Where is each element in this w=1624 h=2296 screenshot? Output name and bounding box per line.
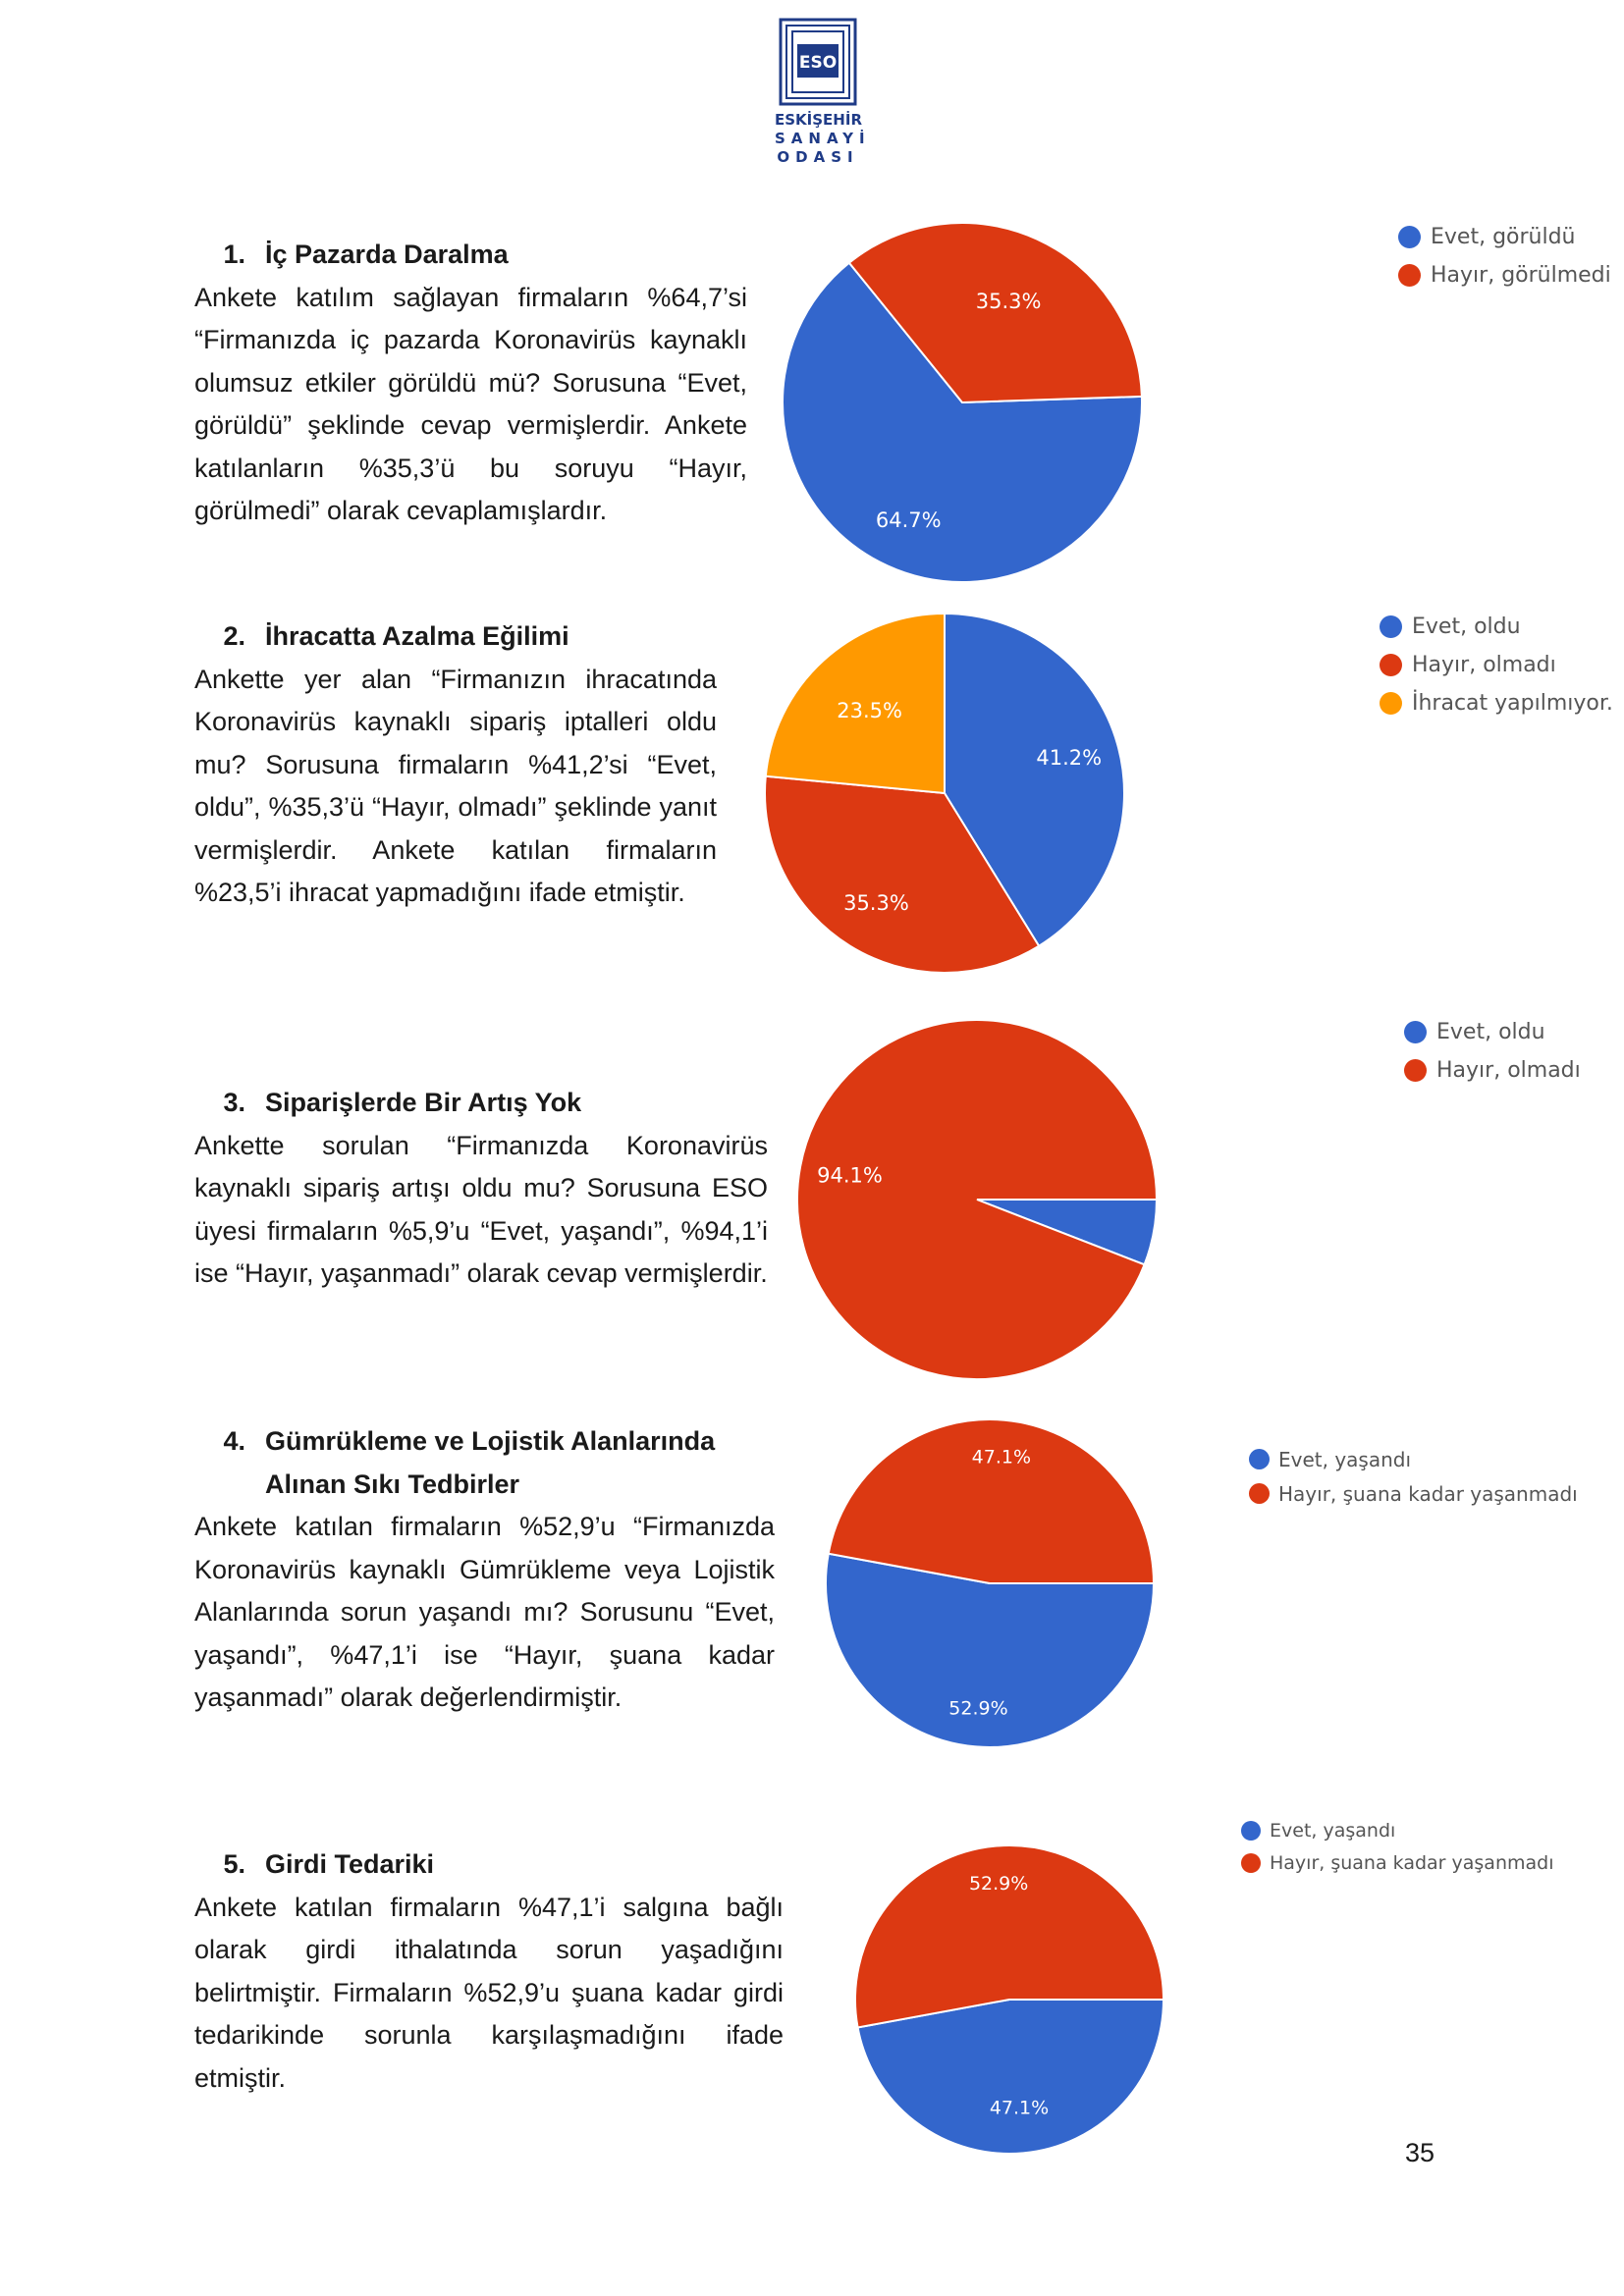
legend-ic-pazar: Evet, görüldü Hayır, görülmedi	[1398, 218, 1611, 294]
legend-siparis-artisi: Evet, oldu Hayır, olmadı	[1404, 1013, 1581, 1090]
legend-gumrukleme: Evet, yaşandı Hayır, şuana kadar yaşanmad…	[1249, 1442, 1578, 1511]
section-2-heading: 2. İhracatta Azalma Eğilimi	[194, 615, 717, 659]
pie-chart-ic-pazar: 64.7% 35.3%	[782, 222, 1143, 583]
section-1: 1. İç Pazarda Daralma Ankete katılım sağ…	[194, 234, 747, 533]
legend-swatch	[1241, 1820, 1261, 1841]
legend-item-2: Hayır, olmadı	[1404, 1051, 1581, 1090]
section-4-number: 4.	[223, 1426, 245, 1456]
pie-chart-siparis-artisi: 94.1%	[796, 1019, 1159, 1380]
legend-item-2: Hayır, olmadı	[1380, 646, 1613, 684]
eso-logo: ESO ESKİŞEHİR SANAYİ ODASI	[775, 18, 871, 167]
legend-girdi-tedariki: Evet, yaşandı Hayır, şuana kadar yaşanmad…	[1241, 1814, 1553, 1879]
section-3-title: Siparişlerde Bir Artış Yok	[265, 1088, 582, 1117]
pie-slice-2	[764, 774, 1041, 974]
pie-slice-label-2: 47.1%	[972, 1446, 1031, 1468]
legend-label: Evet, görüldü	[1431, 225, 1576, 249]
section-3-body: Ankette sorulan “Firmanızda Koronavirüs …	[194, 1130, 768, 1289]
legend-ihracat: Evet, oldu Hayır, olmadı İhracat yapılmıyo…	[1380, 608, 1613, 722]
pie-slice-2	[827, 1418, 1156, 1584]
section-3-number: 3.	[223, 1088, 245, 1117]
pie-slice-label-1: 41.2%	[1036, 746, 1102, 770]
legend-swatch	[1380, 692, 1402, 715]
pie-slice-1	[782, 261, 1143, 583]
legend-label: Hayır, görülmedi	[1431, 263, 1611, 288]
logo-abbr: ESO	[799, 53, 837, 73]
section-5-body: Ankete katılan firmaların %47,1’i salgın…	[194, 1892, 784, 2093]
pie-slice-2	[847, 222, 1143, 404]
legend-item-1: Evet, yaşandı	[1241, 1814, 1553, 1846]
legend-label: İhracat yapılmıyor.	[1412, 691, 1613, 716]
pie-slice-2	[854, 1844, 1165, 2029]
section-1-title: İç Pazarda Daralma	[265, 240, 509, 269]
pie-slice-label-2: 52.9%	[969, 1873, 1028, 1895]
legend-item-2: Hayır, şuana kadar yaşanmadı	[1249, 1476, 1578, 1511]
legend-item-1: Evet, oldu	[1380, 608, 1613, 646]
pie-chart-ihracat: 41.2% 35.3% 23.5%	[764, 612, 1125, 974]
pie-slice-label-1: 52.9%	[948, 1697, 1007, 1719]
section-2: 2. İhracatta Azalma Eğilimi Ankette yer …	[194, 615, 717, 915]
legend-item-1: Evet, görüldü	[1398, 218, 1611, 256]
legend-swatch	[1404, 1059, 1427, 1082]
section-4: 4. Gümrükleme ve Lojistik Alanlarında Al…	[194, 1420, 775, 1720]
legend-label: Evet, oldu	[1436, 1020, 1545, 1044]
legend-label: Hayır, olmadı	[1436, 1058, 1581, 1083]
legend-item-2: Hayır, şuana kadar yaşanmadı	[1241, 1846, 1553, 1879]
pie-slice-1	[944, 612, 1125, 948]
legend-swatch	[1249, 1483, 1270, 1504]
legend-label: Hayır, şuana kadar yaşanmadı	[1270, 1851, 1554, 1874]
legend-item-2: Hayır, görülmedi	[1398, 256, 1611, 294]
legend-item-1: Evet, yaşandı	[1249, 1442, 1578, 1476]
legend-label: Hayır, olmadı	[1412, 653, 1556, 677]
legend-swatch	[1404, 1021, 1427, 1043]
section-2-title: İhracatta Azalma Eğilimi	[265, 621, 569, 651]
legend-item-1: Evet, oldu	[1404, 1013, 1581, 1051]
section-2-number: 2.	[223, 621, 245, 651]
pie-slice-3	[764, 612, 946, 795]
legend-item-3: İhracat yapılmıyor.	[1380, 684, 1613, 722]
legend-swatch	[1249, 1449, 1270, 1469]
eso-logo-emblem: ESO	[779, 18, 857, 106]
logo-line-2: SANAYİ	[775, 130, 871, 147]
legend-swatch	[1398, 264, 1421, 287]
pie-slice-label-3: 23.5%	[837, 699, 902, 722]
legend-label: Evet, yaşandı	[1270, 1819, 1396, 1842]
pie-slice-1	[856, 1999, 1165, 2155]
legend-swatch	[1380, 615, 1402, 638]
section-1-heading: 1. İç Pazarda Daralma	[194, 234, 747, 277]
section-4-body: Ankete katılan firmaların %52,9’u “Firma…	[194, 1512, 775, 1712]
pie-slice-label-1: 64.7%	[876, 508, 942, 532]
logo-line-1: ESKİŞEHİR	[775, 111, 862, 129]
page-number: 35	[1405, 2138, 1435, 2167]
logo-line-3: ODASI	[777, 148, 859, 166]
section-5-heading: 5. Girdi Tedariki	[194, 1843, 784, 1887]
section-1-number: 1.	[223, 240, 245, 269]
pie-slice-1	[825, 1552, 1156, 1748]
section-4-heading: 4. Gümrükleme ve Lojistik Alanlarında Al…	[194, 1420, 775, 1506]
pie-chart-girdi-tedariki: 47.1% 52.9%	[854, 1844, 1165, 2155]
legend-label: Evet, yaşandı	[1278, 1447, 1412, 1471]
legend-swatch	[1380, 654, 1402, 676]
legend-swatch	[1241, 1852, 1261, 1873]
pie-slice-label-2: 35.3%	[976, 290, 1042, 313]
pie-slice-label-1: 47.1%	[990, 2097, 1049, 2118]
section-1-body: Ankete katılım sağlayan firmaların %64,7…	[194, 282, 747, 526]
legend-label: Evet, oldu	[1412, 614, 1521, 639]
section-4-title: Gümrükleme ve Lojistik Alanlarında Alına…	[265, 1426, 716, 1499]
pie-slice-label-2: 94.1%	[817, 1164, 883, 1188]
section-2-body: Ankette yer alan “Firmanızın ihracatında…	[194, 664, 717, 908]
pie-chart-gumrukleme: 52.9% 47.1%	[825, 1418, 1156, 1748]
legend-label: Hayır, şuana kadar yaşanmadı	[1278, 1481, 1578, 1506]
legend-swatch	[1398, 226, 1421, 248]
section-5-number: 5.	[223, 1849, 245, 1879]
pie-slice-2	[796, 1019, 1159, 1380]
section-5-title: Girdi Tedariki	[265, 1849, 435, 1879]
pie-slice-label-2: 35.3%	[843, 891, 909, 915]
section-3: 3. Siparişlerde Bir Artış Yok Ankette so…	[194, 1082, 768, 1296]
section-5: 5. Girdi Tedariki Ankete katılan firmala…	[194, 1843, 784, 2100]
section-3-heading: 3. Siparişlerde Bir Artış Yok	[194, 1082, 768, 1125]
